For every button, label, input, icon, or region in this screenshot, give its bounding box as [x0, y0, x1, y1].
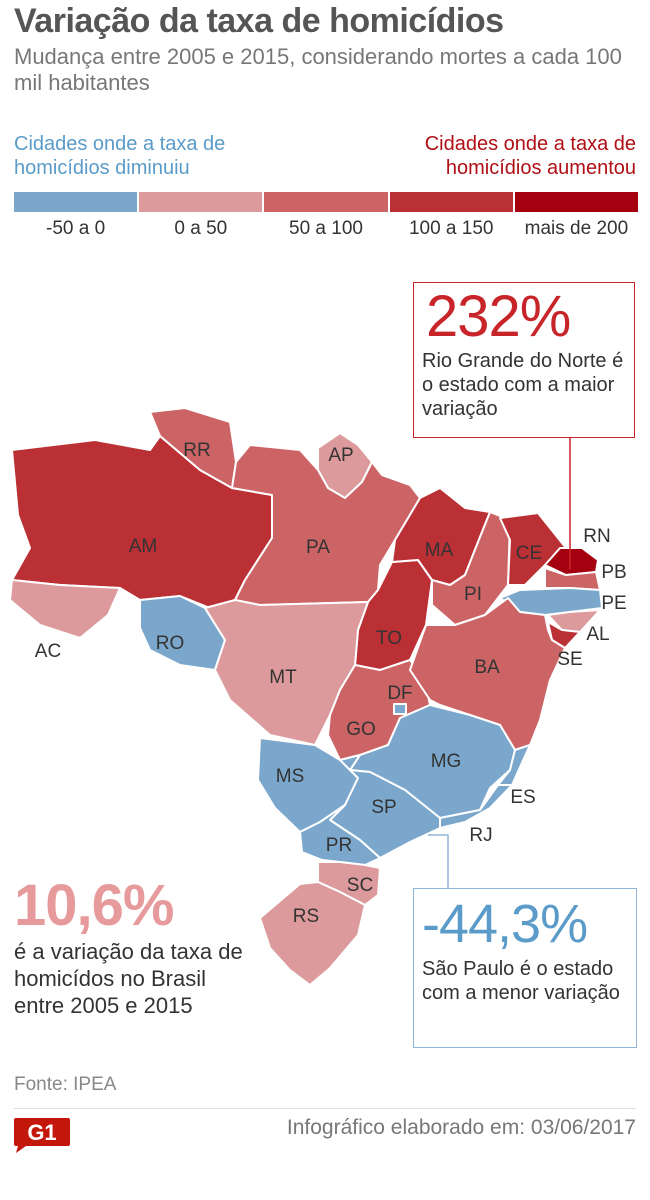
state-label-ms: MS — [276, 766, 305, 787]
legend-label: 0 a 50 — [174, 218, 228, 239]
state-label-ro: RO — [156, 633, 185, 654]
state-label-ma: MA — [425, 540, 454, 561]
legend-swatch — [14, 192, 138, 212]
legend-swatch — [389, 192, 513, 212]
national-variation-text: é a variação da taxa de homicídos no Bra… — [14, 939, 243, 1018]
credit-date: Infográfico elaborado em: 03/06/2017 — [286, 1116, 636, 1139]
state-label-rs: RS — [293, 906, 319, 927]
callout-min-text: São Paulo é o estado com a menor variaçã… — [422, 958, 620, 1004]
state-label-ba: BA — [474, 657, 500, 678]
state-label-rr: RR — [183, 440, 210, 461]
state-rj[interactable] — [439, 784, 513, 829]
legend-label: mais de 200 — [524, 218, 629, 239]
legend-labels: -50 a 0 0 a 50 50 a 100 100 a 150 mais d… — [14, 218, 638, 240]
legend-swatch — [264, 192, 388, 212]
state-label-pb: PB — [601, 562, 626, 583]
state-label-go: GO — [346, 719, 376, 740]
callout-max-text: Rio Grande do Norte é o estado com a mai… — [422, 350, 624, 420]
state-label-ap: AP — [328, 445, 353, 466]
callout-min-variation: -44,3% São Paulo é o estado com a menor … — [413, 888, 637, 1048]
callout-max-variation: 232% Rio Grande do Norte é o estado com … — [413, 282, 635, 438]
state-label-to: TO — [376, 628, 402, 649]
state-label-sc: SC — [347, 875, 373, 896]
state-label-es: ES — [510, 787, 535, 808]
state-label-mt: MT — [269, 667, 297, 688]
state-pr[interactable] — [299, 804, 381, 866]
state-label-al: AL — [586, 624, 609, 645]
legend-label: -50 a 0 — [46, 218, 106, 239]
state-ba[interactable] — [409, 597, 566, 751]
state-label-se: SE — [557, 649, 582, 670]
g1-logo[interactable]: G1 — [12, 1116, 72, 1154]
legend-swatch — [514, 192, 639, 212]
state-al[interactable] — [547, 609, 601, 633]
state-label-pa: PA — [306, 537, 330, 558]
state-label-ac: AC — [35, 641, 61, 662]
legend-caption-decreased: Cidades onde a taxa de homicídios diminu… — [14, 133, 226, 179]
state-label-sp: SP — [371, 797, 396, 818]
state-label-mg: MG — [431, 751, 462, 772]
state-label-pi: PI — [464, 584, 482, 605]
state-label-rj: RJ — [469, 825, 492, 846]
legend-label: 100 a 150 — [408, 218, 494, 239]
g1-logo-text: G1 — [27, 1120, 56, 1145]
state-df[interactable] — [393, 703, 407, 715]
callout-min-value: -44,3% — [422, 894, 588, 954]
footer-divider — [14, 1108, 636, 1109]
connector-sp — [428, 834, 449, 888]
state-label-pr: PR — [326, 835, 352, 856]
state-rs[interactable] — [259, 881, 366, 986]
page-subtitle: Mudança entre 2005 e 2015, considerando … — [14, 44, 622, 95]
legend-swatch — [139, 192, 263, 212]
callout-max-value: 232% — [426, 284, 571, 349]
state-ac[interactable] — [9, 579, 121, 639]
national-variation-value: 10,6% — [14, 873, 174, 938]
legend-caption-increased: Cidades onde a taxa de homicídios aument… — [424, 133, 636, 179]
legend-color-bar — [14, 192, 639, 212]
state-ce[interactable] — [499, 512, 567, 586]
state-label-pe: PE — [601, 593, 626, 614]
state-label-ce: CE — [516, 543, 542, 564]
state-label-rn: RN — [583, 526, 610, 547]
state-label-am: AM — [129, 536, 158, 557]
source-note: Fonte: IPEA — [14, 1074, 117, 1095]
page-title: Variação da taxa de homicídios — [14, 2, 504, 40]
legend-label: 50 a 100 — [289, 218, 363, 239]
state-label-df: DF — [387, 683, 412, 704]
